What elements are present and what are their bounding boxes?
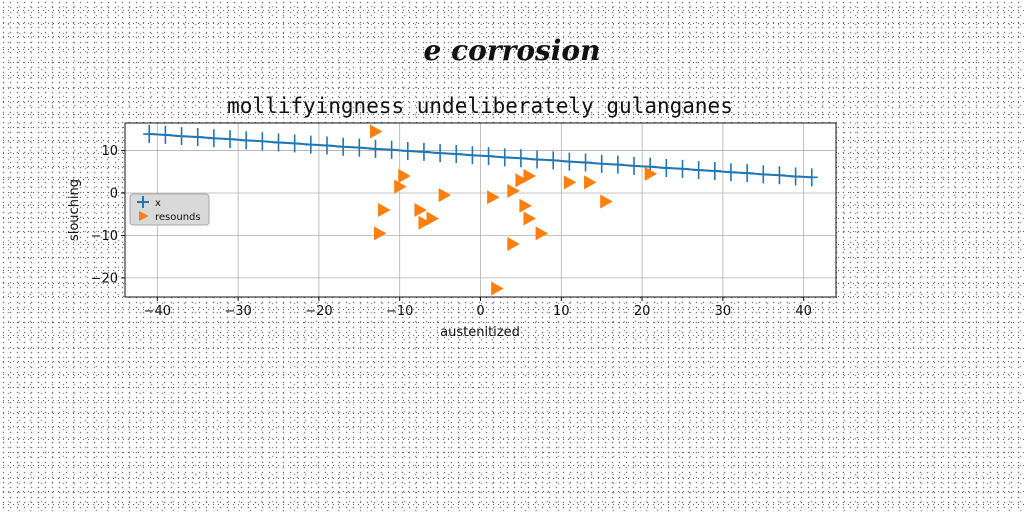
series-resounds-point	[394, 179, 407, 194]
series-resounds-point	[563, 175, 577, 190]
series-resounds-point	[378, 203, 391, 217]
series-x-point	[240, 131, 253, 150]
series-x-point	[692, 161, 705, 180]
series-x-point	[563, 152, 576, 171]
series-x-point	[482, 147, 495, 166]
series-x-point	[369, 139, 382, 158]
series-x-point	[514, 149, 527, 168]
series-x-point	[207, 129, 220, 148]
series-resounds-point	[515, 173, 528, 188]
series-x-point	[191, 128, 204, 147]
series-resounds-point	[414, 203, 427, 217]
series-x-point	[708, 161, 721, 180]
page-title: e corrosion	[423, 34, 601, 67]
series-x-point	[789, 167, 802, 186]
x-tick-label: −30	[224, 304, 251, 319]
series-resounds-point	[369, 124, 383, 139]
series-x-point	[304, 135, 317, 154]
x-tick-label: −20	[305, 304, 332, 319]
series-x-point	[498, 148, 511, 167]
series-x-point	[288, 134, 301, 153]
data-series	[143, 124, 818, 296]
series-x-point	[224, 130, 237, 149]
series-x-point	[757, 165, 770, 184]
legend-marker-x	[137, 196, 149, 208]
series-x-point	[773, 166, 786, 185]
series-x-point	[466, 146, 479, 165]
series-resounds-point	[426, 211, 440, 226]
series-x-point	[676, 159, 689, 178]
x-tick-label: 30	[715, 304, 732, 319]
series-resounds-point	[523, 169, 536, 184]
legend-label-x: x	[155, 198, 161, 209]
series-resounds-point	[487, 190, 500, 205]
series-x-point	[434, 144, 447, 163]
series-resounds-point	[523, 211, 536, 226]
series-x-point	[256, 132, 269, 151]
y-tick-label: 0	[110, 187, 118, 202]
chart-title: mollifyingness undeliberately gulanganes	[227, 94, 733, 118]
series-x-point	[724, 163, 737, 182]
y-axis-label: slouching	[67, 179, 82, 241]
series-x-point	[595, 154, 608, 173]
axis-ticks: −40 −30 −20 −10 0 10 20 30 40 −20 −10 0 10	[91, 144, 812, 319]
series-resounds-point	[535, 226, 549, 241]
series-x-point	[450, 144, 463, 163]
series-x-point	[741, 164, 754, 183]
series-x-point	[579, 153, 592, 172]
series-x-point	[175, 127, 188, 146]
series-x-point	[611, 155, 624, 174]
legend-marker-resounds	[139, 211, 149, 221]
series-x-point	[272, 133, 285, 152]
legend-box	[129, 193, 210, 226]
series-resounds-point	[600, 194, 613, 209]
series-resounds-point	[519, 198, 532, 213]
series-resounds-point	[374, 226, 387, 241]
legend: x resounds	[129, 193, 210, 226]
x-tick-label: 20	[634, 304, 651, 319]
series-x-point	[337, 137, 350, 156]
series-resounds-point	[507, 236, 520, 251]
y-tick-label: −20	[91, 271, 118, 286]
series-x-point	[805, 168, 818, 187]
series-resounds-point	[644, 166, 658, 181]
series-x-point	[547, 151, 560, 170]
series-x-point	[401, 142, 414, 161]
series-x-point	[660, 158, 673, 177]
series-resounds-point	[584, 175, 597, 190]
series-resounds-point	[398, 169, 411, 184]
series-x-point	[353, 138, 366, 157]
legend-label-resounds: resounds	[155, 212, 201, 223]
series-x-point	[385, 140, 398, 159]
x-tick-label: −10	[386, 304, 413, 319]
series-resounds-point	[438, 188, 452, 203]
series-x-point	[143, 125, 156, 144]
x-tick-label: 40	[795, 304, 812, 319]
x-axis-label: austenitized	[440, 325, 520, 340]
series-x-point	[628, 156, 641, 175]
y-tick-label: −10	[91, 229, 118, 244]
series-resounds-point	[418, 215, 431, 230]
x-tick-label: −40	[144, 304, 171, 319]
series-resounds-point	[507, 183, 520, 198]
series-x-point	[159, 125, 172, 144]
series-resounds-point	[491, 281, 504, 296]
x-tick-label: 10	[553, 304, 570, 319]
grid	[125, 123, 836, 297]
series-x-point	[417, 142, 430, 161]
y-tick-label: 10	[101, 144, 118, 159]
series-x-point	[531, 150, 544, 169]
x-tick-label: 0	[476, 304, 484, 319]
series-x-point	[320, 136, 333, 155]
